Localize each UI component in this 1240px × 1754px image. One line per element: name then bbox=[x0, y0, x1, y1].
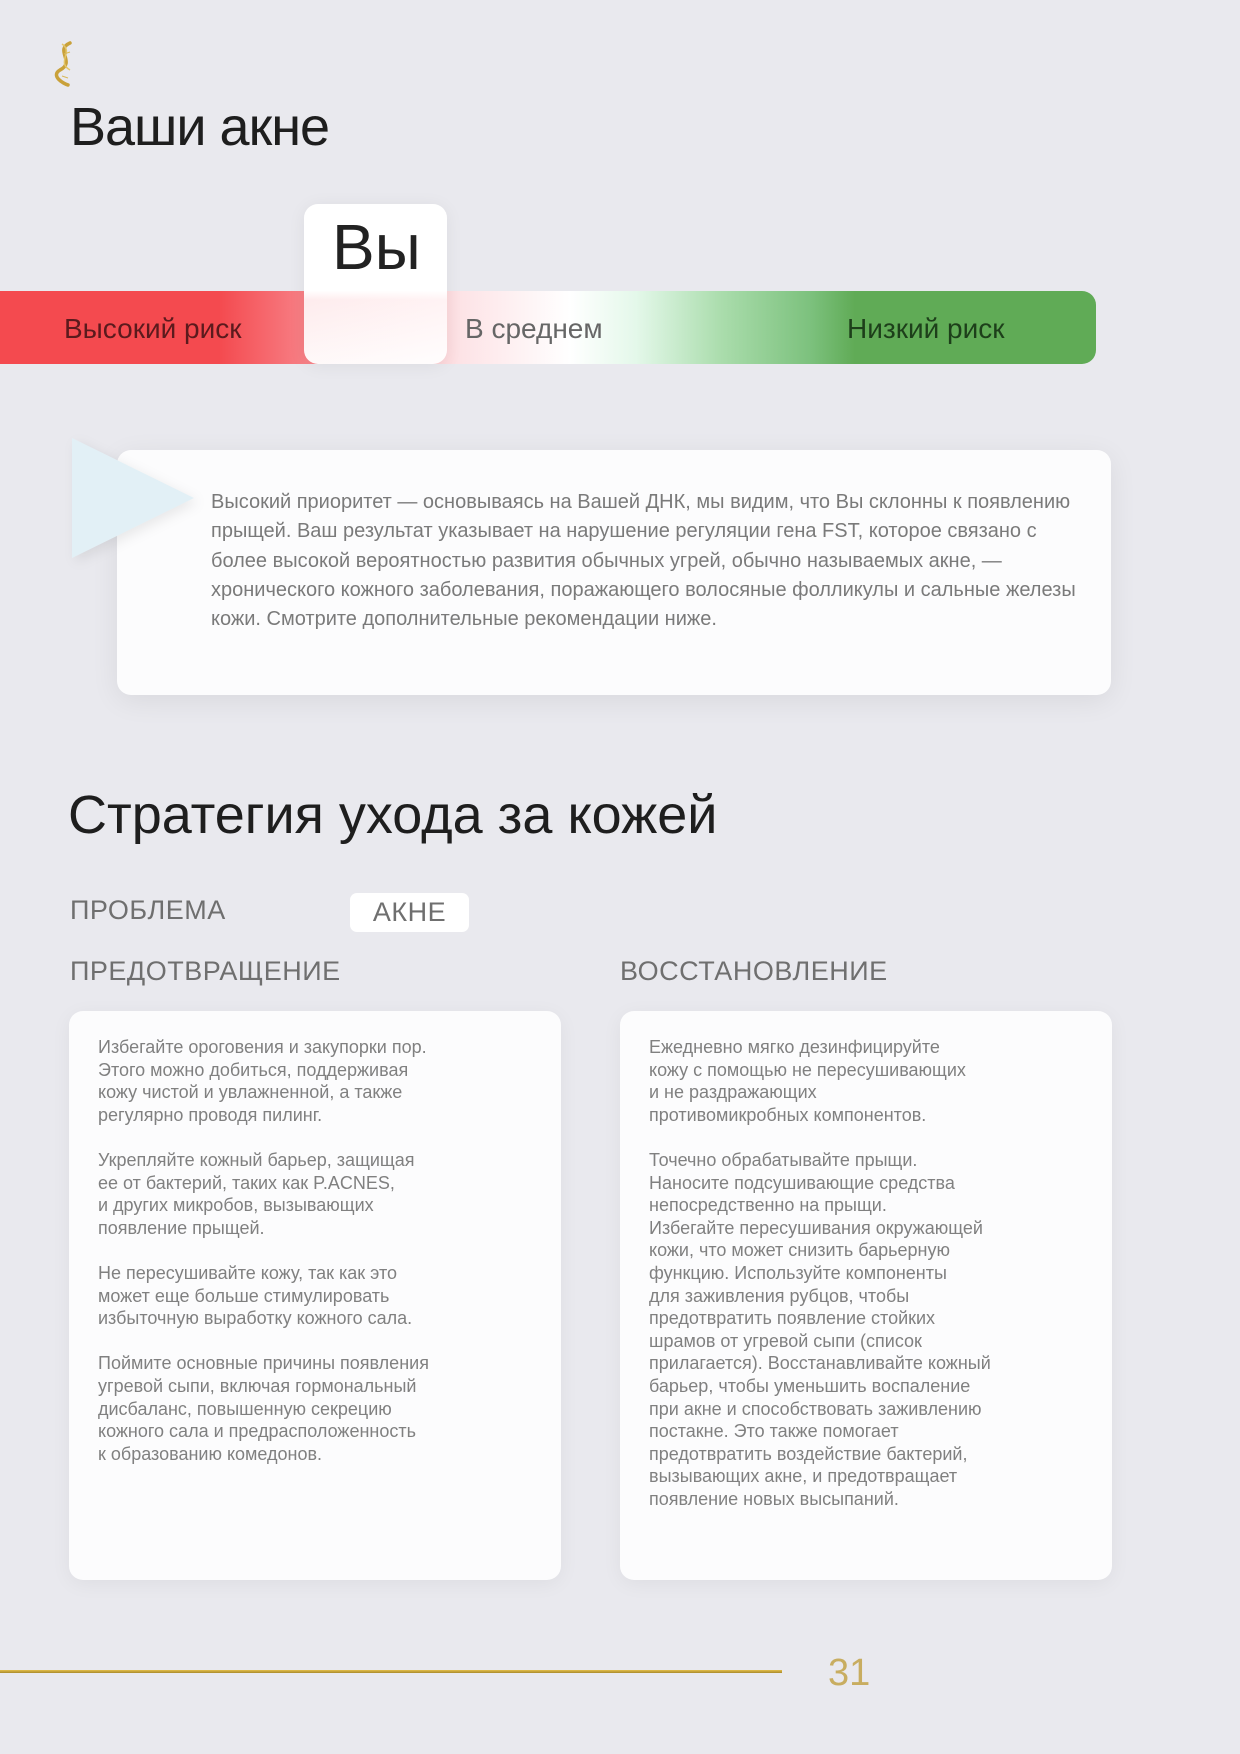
recovery-heading: ВОССТАНОВЛЕНИЕ bbox=[620, 956, 888, 986]
page-number: 31 bbox=[828, 1652, 871, 1694]
risk-label-low: Низкий риск bbox=[847, 313, 1005, 344]
risk-marker: Вы bbox=[304, 204, 447, 364]
page-title: Ваши акне bbox=[70, 97, 330, 157]
footer-divider bbox=[0, 1670, 782, 1673]
risk-label-high: Высокий риск bbox=[64, 313, 242, 344]
prevention-card: Избегайте ороговения и закупорки пор. Эт… bbox=[69, 1011, 561, 1580]
prevention-paragraph: Укрепляйте кожный барьер, защищая ее от … bbox=[98, 1149, 415, 1238]
recovery-paragraph: Ежедневно мягко дезинфицируйте кожу с по… bbox=[649, 1037, 966, 1125]
dna-helix-icon bbox=[54, 41, 72, 87]
risk-label-average: В среднем bbox=[465, 313, 603, 344]
result-card bbox=[117, 450, 1111, 695]
section-title: Стратегия ухода за кожей bbox=[68, 785, 718, 845]
prevention-paragraph: Избегайте ороговения и закупорки пор. Эт… bbox=[98, 1037, 427, 1125]
result-text: Высокий приоритет — основываясь на Вашей… bbox=[211, 491, 1076, 631]
risk-marker-label: Вы bbox=[332, 211, 421, 283]
problem-badge: АКНЕ bbox=[350, 893, 469, 932]
play-triangle-icon bbox=[72, 438, 194, 558]
prevention-paragraph: Поймите основные причины появления угрев… bbox=[98, 1353, 429, 1464]
prevention-heading: ПРЕДОТВРАЩЕНИЕ bbox=[70, 956, 341, 986]
recovery-card: Ежедневно мягко дезинфицируйте кожу с по… bbox=[620, 1011, 1112, 1580]
recovery-paragraph: Точечно обрабатывайте прыщи. Наносите по… bbox=[649, 1149, 991, 1509]
prevention-paragraph: Не пересушивайте кожу, так как это может… bbox=[98, 1262, 413, 1329]
problem-label: ПРОБЛЕМА bbox=[70, 895, 226, 925]
risk-scale-bar bbox=[0, 291, 1096, 364]
